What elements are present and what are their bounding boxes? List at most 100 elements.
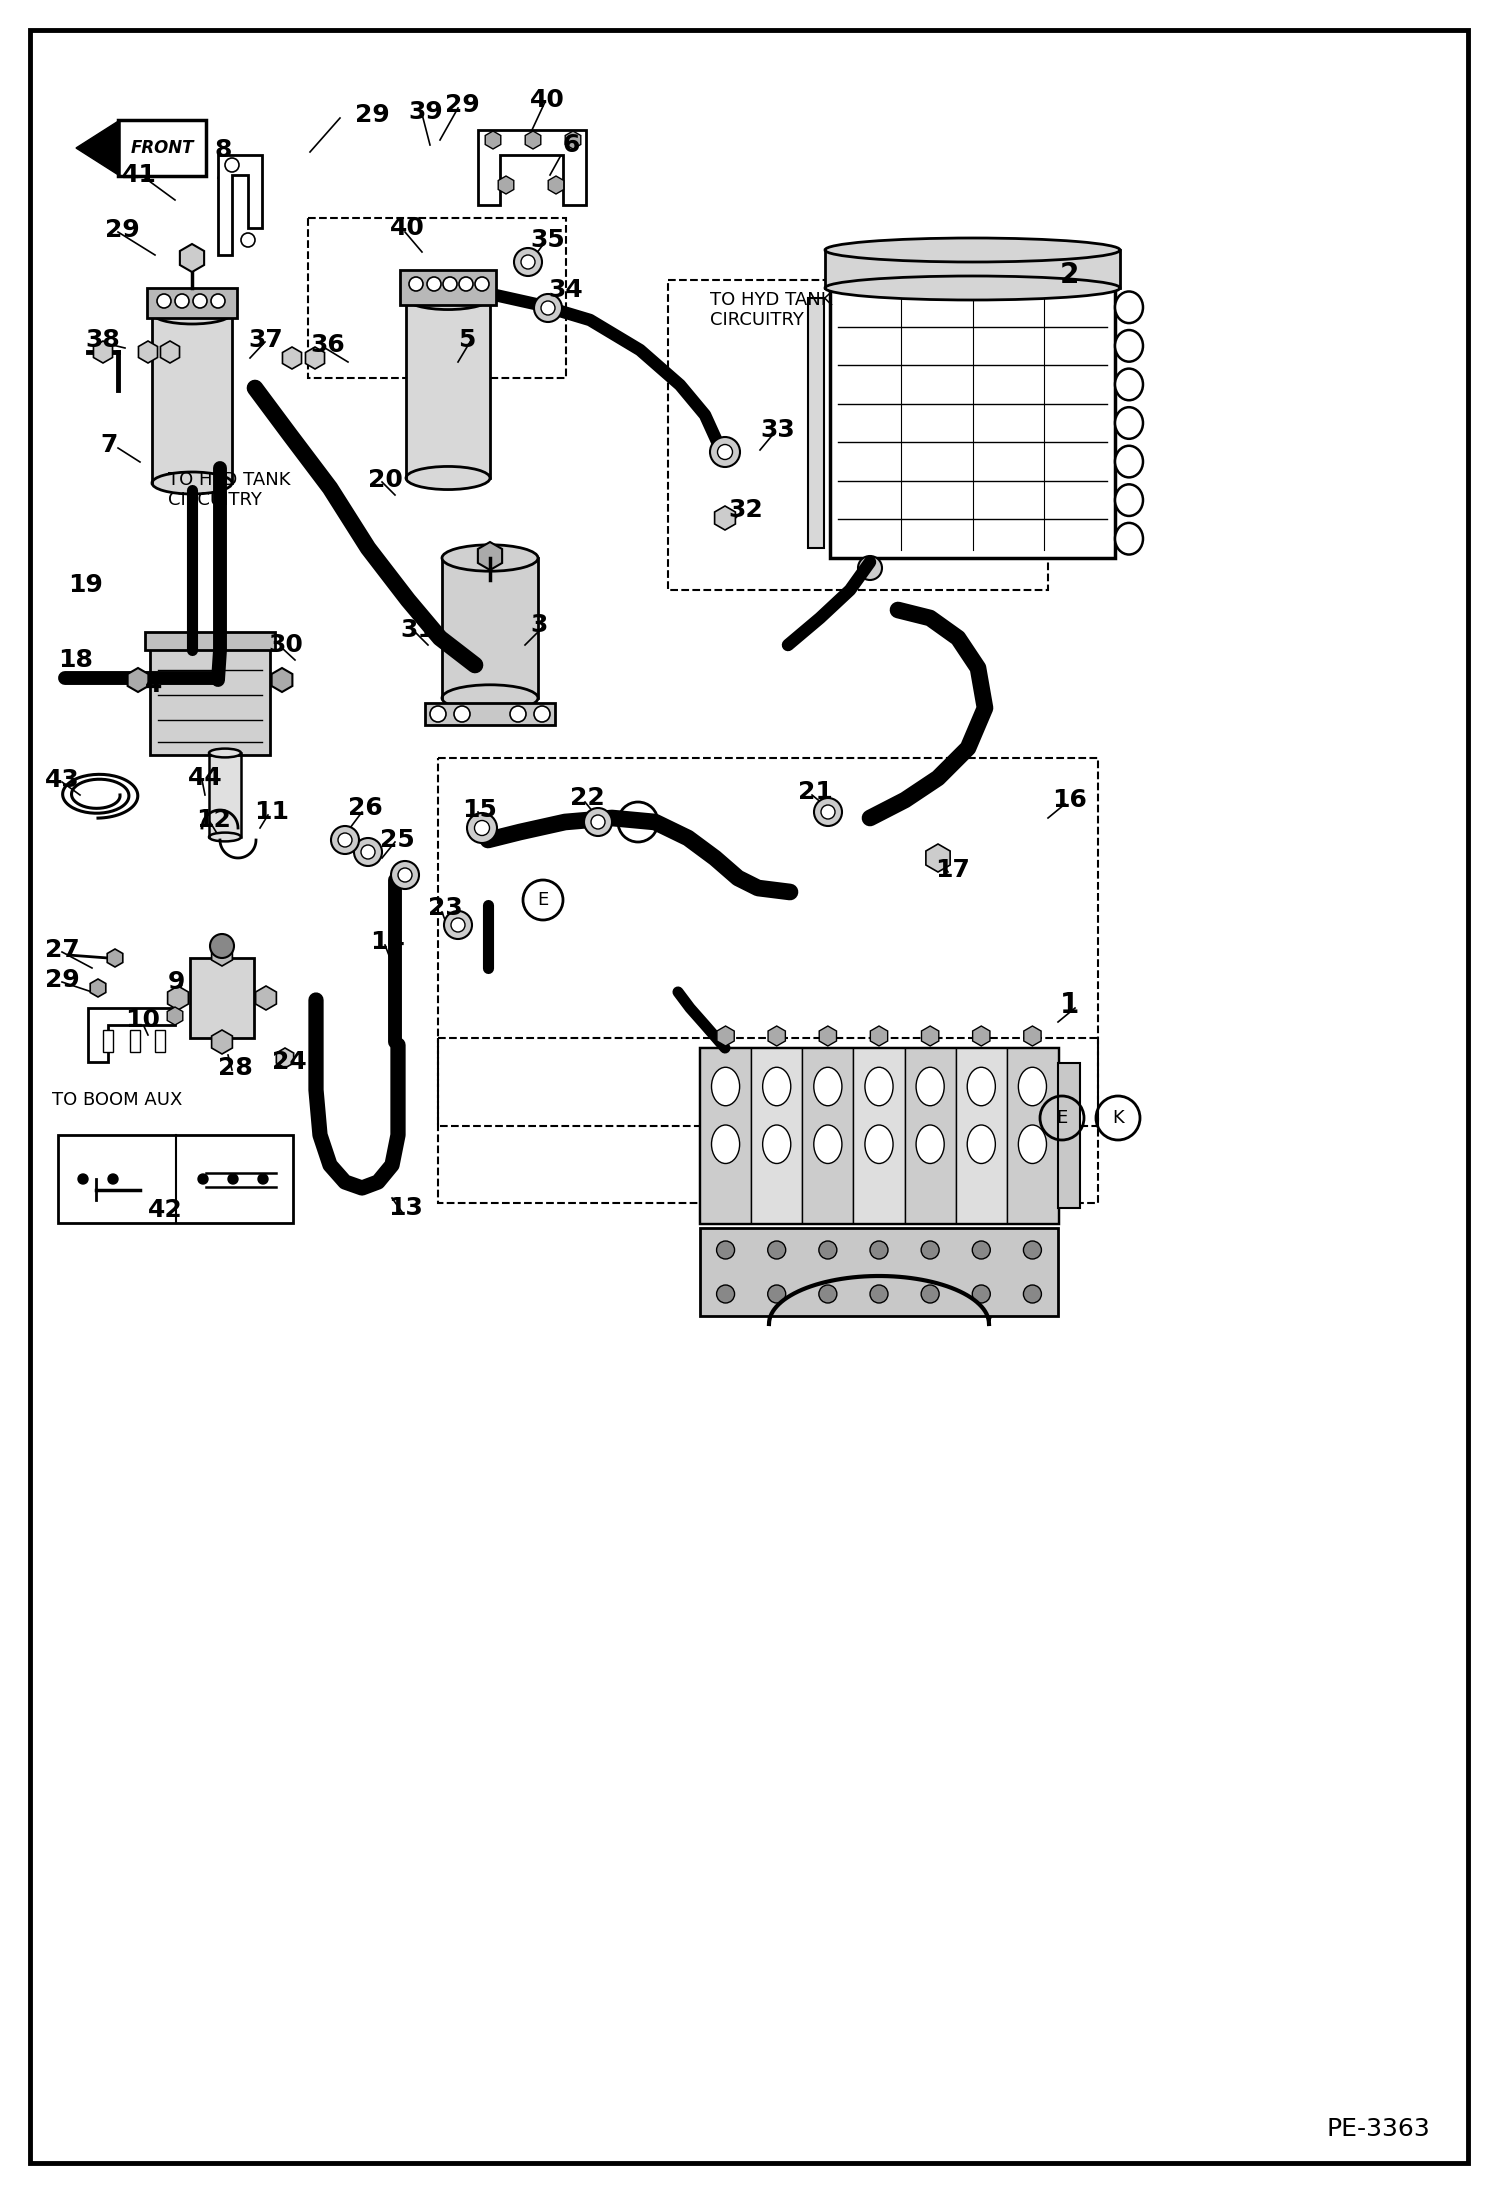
Ellipse shape xyxy=(712,1125,740,1164)
Circle shape xyxy=(584,807,613,836)
Bar xyxy=(700,1228,1058,1316)
Circle shape xyxy=(467,814,497,842)
Ellipse shape xyxy=(825,276,1121,300)
Circle shape xyxy=(921,1241,939,1259)
Bar xyxy=(854,1048,905,1224)
Polygon shape xyxy=(478,129,586,204)
Circle shape xyxy=(541,300,554,316)
Circle shape xyxy=(398,868,412,882)
Ellipse shape xyxy=(151,303,232,325)
Circle shape xyxy=(716,1285,734,1303)
Text: E: E xyxy=(1056,1110,1068,1127)
Text: TO BOOM AUX: TO BOOM AUX xyxy=(52,1090,183,1110)
Circle shape xyxy=(331,827,360,853)
Text: K: K xyxy=(1112,1110,1124,1127)
Ellipse shape xyxy=(864,1068,893,1105)
Bar xyxy=(145,632,276,649)
Text: 20: 20 xyxy=(369,467,403,491)
Bar xyxy=(750,1048,803,1224)
Circle shape xyxy=(258,1173,268,1184)
Bar xyxy=(147,287,237,318)
Text: E: E xyxy=(538,890,548,910)
Text: 44: 44 xyxy=(189,765,223,789)
Text: 36: 36 xyxy=(310,333,345,357)
Text: K: K xyxy=(632,814,644,831)
Circle shape xyxy=(241,232,255,248)
Text: 37: 37 xyxy=(249,329,283,353)
Text: 1: 1 xyxy=(1061,991,1079,1020)
Circle shape xyxy=(430,706,446,721)
Bar xyxy=(700,1048,750,1224)
Circle shape xyxy=(592,816,605,829)
Ellipse shape xyxy=(406,467,490,489)
Circle shape xyxy=(718,445,733,461)
Text: 2: 2 xyxy=(1061,261,1080,289)
Circle shape xyxy=(427,276,440,292)
Circle shape xyxy=(443,276,457,292)
Text: 21: 21 xyxy=(798,781,833,805)
Text: 4: 4 xyxy=(145,673,162,697)
Bar xyxy=(807,298,824,548)
Circle shape xyxy=(533,706,550,721)
Text: 31: 31 xyxy=(400,618,434,643)
Ellipse shape xyxy=(1115,408,1143,439)
Text: 35: 35 xyxy=(530,228,565,252)
Circle shape xyxy=(870,1285,888,1303)
Circle shape xyxy=(921,1285,939,1303)
Text: PE-3363: PE-3363 xyxy=(1326,2116,1431,2140)
Text: 42: 42 xyxy=(148,1197,183,1222)
Ellipse shape xyxy=(1019,1068,1047,1105)
Ellipse shape xyxy=(442,544,538,570)
Circle shape xyxy=(821,805,834,818)
Text: 9: 9 xyxy=(168,969,186,993)
Bar xyxy=(700,1048,1058,1224)
Text: 3: 3 xyxy=(530,614,547,636)
Text: 34: 34 xyxy=(548,279,583,303)
Text: 18: 18 xyxy=(58,647,93,671)
Circle shape xyxy=(475,276,488,292)
Circle shape xyxy=(228,1173,238,1184)
Bar xyxy=(154,1031,165,1053)
Text: 8: 8 xyxy=(216,138,232,162)
Text: 13: 13 xyxy=(388,1195,422,1219)
Ellipse shape xyxy=(1115,485,1143,515)
Circle shape xyxy=(193,294,207,307)
Circle shape xyxy=(1023,1241,1041,1259)
Bar xyxy=(118,121,207,175)
Circle shape xyxy=(767,1285,786,1303)
Bar xyxy=(668,281,1049,590)
Ellipse shape xyxy=(762,1068,791,1105)
Ellipse shape xyxy=(1115,445,1143,478)
Polygon shape xyxy=(76,121,120,175)
Circle shape xyxy=(819,1241,837,1259)
Bar xyxy=(1058,1064,1080,1208)
Bar xyxy=(151,314,232,482)
Ellipse shape xyxy=(917,1125,944,1164)
Ellipse shape xyxy=(968,1125,995,1164)
Text: TO HYD TANK
CIRCUITRY: TO HYD TANK CIRCUITRY xyxy=(168,471,291,509)
Text: 12: 12 xyxy=(196,807,231,831)
Circle shape xyxy=(108,1173,118,1184)
Text: 40: 40 xyxy=(389,215,425,239)
Text: 28: 28 xyxy=(219,1057,253,1079)
Bar xyxy=(130,1031,139,1053)
Ellipse shape xyxy=(825,239,1121,261)
Text: 16: 16 xyxy=(1052,787,1088,811)
Text: 10: 10 xyxy=(124,1009,160,1033)
Bar xyxy=(803,1048,854,1224)
Bar xyxy=(190,958,255,1037)
Circle shape xyxy=(454,706,470,721)
Text: 43: 43 xyxy=(45,768,79,792)
Bar xyxy=(1007,1048,1058,1224)
Polygon shape xyxy=(219,156,262,254)
Ellipse shape xyxy=(917,1068,944,1105)
Ellipse shape xyxy=(813,1125,842,1164)
Bar xyxy=(150,645,270,754)
Circle shape xyxy=(819,1285,837,1303)
Text: 24: 24 xyxy=(273,1050,307,1075)
Text: 26: 26 xyxy=(348,796,383,820)
Circle shape xyxy=(813,798,842,827)
Circle shape xyxy=(175,294,189,307)
Ellipse shape xyxy=(210,833,241,842)
Circle shape xyxy=(225,158,240,171)
